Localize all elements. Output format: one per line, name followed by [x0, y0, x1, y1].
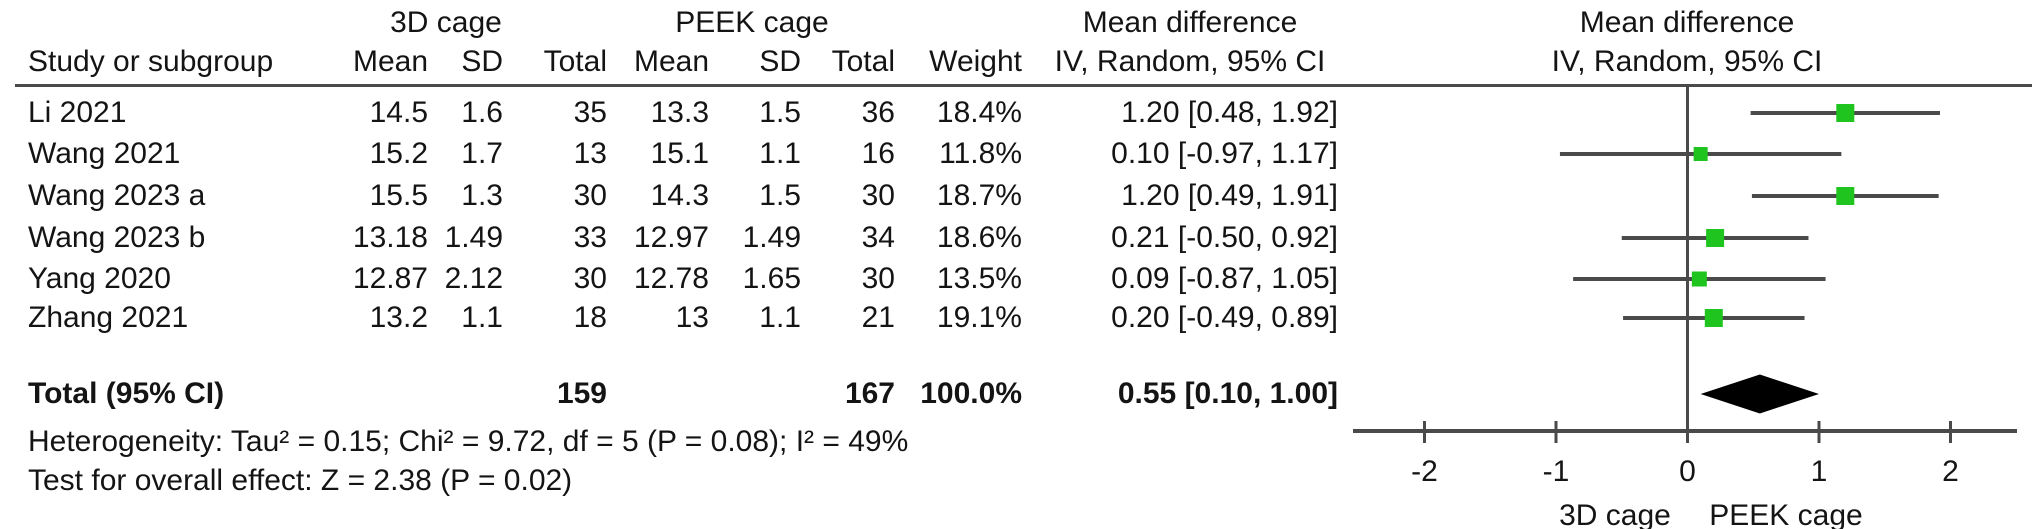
study-mean2-cell: 12.97: [633, 221, 709, 254]
group1-sd-header: SD: [461, 45, 503, 78]
study-mean2-cell: 14.3: [650, 179, 709, 212]
study-sd1-cell: 2.12: [444, 262, 503, 295]
study-weight-cell: 18.7%: [936, 179, 1022, 212]
study-n2-cell: 30: [861, 262, 895, 295]
study-row: Zhang 2021 13.2 1.1 18 13 1.1 21 19.1% 0.20 [-0.…: [0, 300, 2032, 336]
study-row: Yang 2020 12.87 2.12 30 12.78 1.65 30 13.5% 0.09…: [0, 261, 2032, 297]
study-n2-cell: 16: [861, 137, 895, 170]
study-sd2-cell: 1.5: [759, 96, 801, 129]
study-name: Wang 2023 b: [28, 221, 206, 254]
group1-total-header: Total: [543, 45, 607, 78]
group1-header: 3D cage: [390, 6, 502, 39]
x-axis-tick-label: 1: [1811, 455, 1828, 488]
group1-mean-header: Mean: [352, 45, 428, 78]
study-n2-cell: 34: [861, 221, 895, 254]
effect-estimate-square: [1691, 271, 1707, 287]
total-ci-text: 0.55 [0.10, 1.00]: [1117, 377, 1338, 410]
heterogeneity-text: Heterogeneity: Tau² = 0.15; Chi² = 9.72,…: [28, 425, 909, 458]
group2-header: PEEK cage: [675, 6, 829, 39]
study-weight-cell: 11.8%: [939, 137, 1022, 170]
overall-effect-text: Test for overall effect: Z = 2.38 (P = 0…: [28, 464, 573, 497]
study-sd2-cell: 1.49: [742, 221, 801, 254]
study-sd1-cell: 1.49: [444, 221, 503, 254]
total-group1-n: 159: [556, 377, 607, 410]
study-mean1-cell: 13.18: [352, 221, 428, 254]
effect-estimate-square: [1836, 104, 1855, 122]
x-axis-tick-label: -2: [1411, 455, 1438, 488]
study-name: Wang 2023 a: [28, 179, 206, 212]
study-ci-cell: 0.10 [-0.97, 1.17]: [1111, 137, 1338, 170]
study-n1-cell: 33: [573, 221, 607, 254]
study-row: Wang 2023 b 13.18 1.49 33 12.97 1.49 34 18.6% 0.…: [0, 220, 2032, 256]
study-mean1-cell: 13.2: [369, 301, 428, 334]
study-n1-cell: 18: [573, 301, 607, 334]
effect-estimate-square: [1704, 309, 1723, 327]
study-mean2-cell: 13: [675, 301, 709, 334]
iv-random-column-header: IV, Random, 95% CI: [1054, 45, 1326, 78]
study-name: Yang 2020: [28, 262, 171, 295]
study-sd2-cell: 1.65: [742, 262, 801, 295]
study-sd1-cell: 1.1: [461, 301, 503, 334]
study-name: Li 2021: [28, 96, 127, 129]
study-ci-cell: 0.20 [-0.49, 0.89]: [1111, 301, 1338, 334]
study-name: Zhang 2021: [28, 301, 189, 334]
weight-column-header: Weight: [929, 45, 1022, 78]
study-n2-cell: 21: [861, 301, 895, 334]
study-n1-cell: 30: [573, 262, 607, 295]
study-weight-cell: 18.6%: [936, 221, 1022, 254]
x-axis-tick-label: 0: [1679, 455, 1696, 488]
mean-difference-column-header: Mean difference: [1082, 6, 1298, 39]
header-divider-line: [15, 84, 2032, 87]
group2-sd-header: SD: [759, 45, 801, 78]
study-mean1-cell: 15.2: [369, 137, 428, 170]
study-mean1-cell: 15.5: [369, 179, 428, 212]
study-ci-cell: 1.20 [0.48, 1.92]: [1121, 96, 1338, 129]
study-sd1-cell: 1.6: [461, 96, 503, 129]
study-sd1-cell: 1.3: [461, 179, 503, 212]
total-weight: 100.0%: [920, 377, 1022, 410]
study-weight-cell: 18.4%: [936, 96, 1022, 129]
axis-right-group-label: PEEK cage: [1709, 499, 1862, 529]
study-column-header: Study or subgroup: [28, 45, 274, 78]
iv-random-plot-header: IV, Random, 95% CI: [1551, 45, 1823, 78]
study-mean2-cell: 12.78: [633, 262, 709, 295]
total-group2-n: 167: [844, 377, 895, 410]
study-sd2-cell: 1.1: [759, 137, 801, 170]
effect-estimate-square: [1693, 147, 1708, 161]
study-name: Wang 2021: [28, 137, 181, 170]
effect-estimate-square: [1836, 187, 1855, 205]
mean-difference-plot-header: Mean difference: [1579, 6, 1795, 39]
study-sd2-cell: 1.5: [759, 179, 801, 212]
study-row: Wang 2023 a 15.5 1.3 30 14.3 1.5 30 18.7% 1.20 […: [0, 178, 2032, 214]
effect-estimate-square: [1706, 229, 1725, 247]
study-sd2-cell: 1.1: [759, 301, 801, 334]
pooled-effect-diamond: [1700, 374, 1819, 414]
study-n2-cell: 36: [861, 96, 895, 129]
study-mean2-cell: 13.3: [650, 96, 709, 129]
study-weight-cell: 13.5%: [936, 262, 1022, 295]
group2-mean-header: Mean: [633, 45, 709, 78]
study-n1-cell: 30: [573, 179, 607, 212]
study-n2-cell: 30: [861, 179, 895, 212]
x-axis-tick-label: 2: [1942, 455, 1959, 488]
axis-left-group-label: 3D cage: [1559, 499, 1671, 529]
group2-total-header: Total: [831, 45, 895, 78]
study-ci-cell: 0.21 [-0.50, 0.92]: [1111, 221, 1338, 254]
study-weight-cell: 19.1%: [936, 301, 1022, 334]
study-mean1-cell: 12.87: [352, 262, 428, 295]
study-row: Li 2021 14.5 1.6 35 13.3 1.5 36 18.4% 1.20 [0.48…: [0, 95, 2032, 131]
x-axis-tick-label: -1: [1543, 455, 1570, 488]
study-mean1-cell: 14.5: [369, 96, 428, 129]
study-row: Wang 2021 15.2 1.7 13 15.1 1.1 16 11.8% 0.10 [-0…: [0, 136, 2032, 172]
study-ci-cell: 0.09 [-0.87, 1.05]: [1111, 262, 1338, 295]
study-sd1-cell: 1.7: [461, 137, 503, 170]
study-mean2-cell: 15.1: [650, 137, 709, 170]
total-row-label: Total (95% CI): [28, 377, 225, 410]
study-ci-cell: 1.20 [0.49, 1.91]: [1121, 179, 1338, 212]
study-n1-cell: 35: [573, 96, 607, 129]
study-n1-cell: 13: [573, 137, 607, 170]
